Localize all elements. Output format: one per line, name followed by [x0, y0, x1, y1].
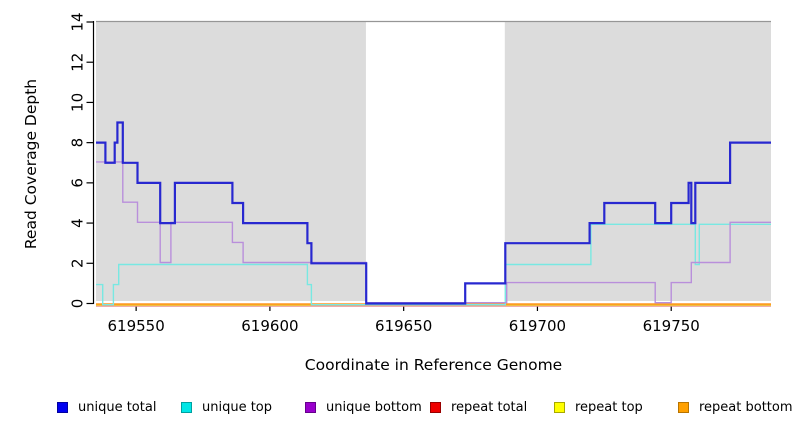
y-tick-label: 12 — [69, 53, 87, 72]
legend-item-repeat-bottom: repeat bottom — [678, 398, 792, 416]
legend-label: repeat top — [575, 399, 643, 415]
legend-swatch-icon — [305, 401, 316, 413]
legend-item-repeat-total: repeat total — [430, 398, 527, 416]
legend-label: unique total — [78, 399, 157, 415]
plot-shaded-region — [504, 22, 771, 301]
legend-swatch-icon — [181, 401, 192, 413]
legend-swatch-icon — [678, 401, 689, 413]
legend-label: unique bottom — [326, 399, 422, 415]
y-tick-label: 10 — [69, 93, 87, 112]
legend-label: repeat bottom — [699, 399, 792, 415]
legend-swatch-icon — [554, 401, 565, 413]
x-tick-label: 619600 — [241, 317, 298, 335]
y-tick-label: 0 — [69, 299, 87, 309]
legend-item-repeat-top: repeat top — [554, 398, 643, 416]
y-tick-label: 6 — [69, 178, 87, 188]
series-line-unique-bottom — [96, 161, 771, 304]
y-tick-label: 14 — [69, 12, 87, 31]
y-tick-label: 2 — [69, 259, 87, 269]
x-tick-label: 619700 — [509, 317, 566, 335]
legend-item-unique-bottom: unique bottom — [305, 398, 422, 416]
x-tick-label: 619650 — [375, 317, 432, 335]
y-axis-title: Read Coverage Depth — [22, 78, 40, 250]
legend-item-unique-total: unique total — [57, 398, 156, 416]
series-line-unique-top — [96, 223, 771, 306]
legend-swatch-icon — [430, 401, 441, 413]
plot-legend: unique total unique top unique bottom repea… — [0, 398, 792, 422]
legend-item-unique-top: unique top — [181, 398, 272, 416]
x-axis-title: Coordinate in Reference Genome — [304, 356, 563, 374]
x-tick-label: 619750 — [643, 317, 700, 335]
legend-swatch-icon — [57, 401, 68, 413]
y-tick-label: 8 — [69, 138, 87, 148]
plot-shaded-region — [96, 22, 366, 301]
x-tick-label: 619550 — [107, 317, 164, 335]
legend-label: unique top — [202, 399, 273, 415]
y-tick-label: 4 — [69, 218, 87, 228]
series-line-unique-total — [96, 121, 771, 305]
legend-label: repeat total — [451, 399, 528, 415]
